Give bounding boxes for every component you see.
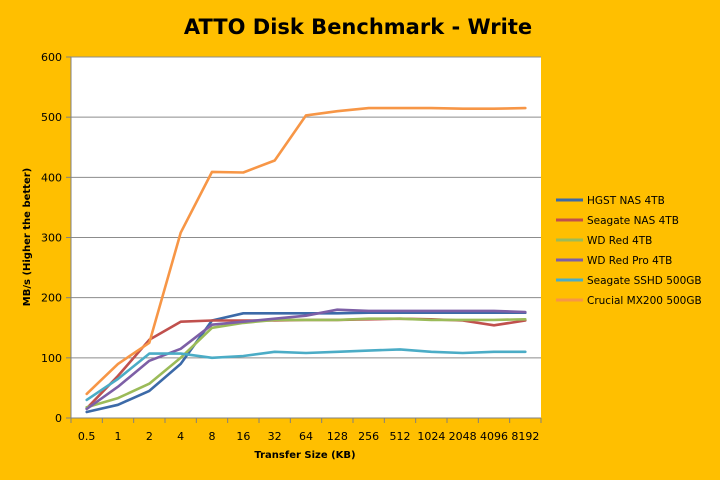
x-tick-label: 8192 [511, 430, 539, 443]
series-line-3 [85, 317, 527, 409]
x-tick-label: 128 [327, 430, 348, 443]
y-tick-label: 400 [41, 171, 62, 184]
y-axis-label: MB/s (Higher the better) [22, 168, 33, 306]
legend-label: HGST NAS 4TB [587, 195, 665, 207]
y-tick-label: 100 [41, 352, 62, 365]
x-tick-label: 64 [299, 430, 313, 443]
x-tick-label: 4 [177, 430, 184, 443]
legend-label: Seagate SSHD 500GB [587, 275, 702, 287]
legend-label: Crucial MX200 500GB [587, 295, 702, 307]
y-tick-label: 300 [41, 232, 62, 245]
chart-title: ATTO Disk Benchmark - Write [184, 15, 532, 39]
legend-label: Seagate NAS 4TB [587, 215, 679, 227]
x-tick-label: 1024 [417, 430, 445, 443]
x-tick-label: 8 [209, 430, 216, 443]
x-tick-label: 4096 [480, 430, 508, 443]
x-tick-label: 512 [390, 430, 411, 443]
y-tick-label: 0 [55, 412, 62, 425]
x-axis-label: Transfer Size (KB) [254, 450, 355, 461]
x-tick-label: 256 [358, 430, 379, 443]
x-tick-label: 0.5 [78, 430, 96, 443]
x-tick-label: 2048 [449, 430, 477, 443]
series-line-5 [85, 348, 527, 402]
y-tick-label: 600 [41, 51, 62, 64]
y-tick-labels: 0 100 200 300 400 500 600 [41, 51, 71, 425]
series-layer [85, 106, 527, 414]
y-tick-label: 500 [41, 111, 62, 124]
x-tick-labels: 0.5 1 2 4 8 16 32 64 128 256 512 1024 2048 4096 8192 [70, 418, 542, 443]
legend-label: WD Red 4TB [587, 235, 652, 247]
series-line-6 [85, 106, 527, 396]
series-line-4 [85, 308, 527, 411]
legend-label: WD Red Pro 4TB [587, 255, 672, 267]
x-tick-label: 32 [268, 430, 282, 443]
legend: HGST NAS 4TB Seagate NAS 4TB WD Red 4TB WD … [556, 195, 702, 307]
series-line-1 [85, 311, 527, 414]
x-tick-label: 2 [146, 430, 153, 443]
x-tick-label: 1 [115, 430, 122, 443]
x-tick-label: 16 [236, 430, 250, 443]
grid-layer [71, 56, 541, 359]
y-tick-label: 200 [41, 292, 62, 305]
